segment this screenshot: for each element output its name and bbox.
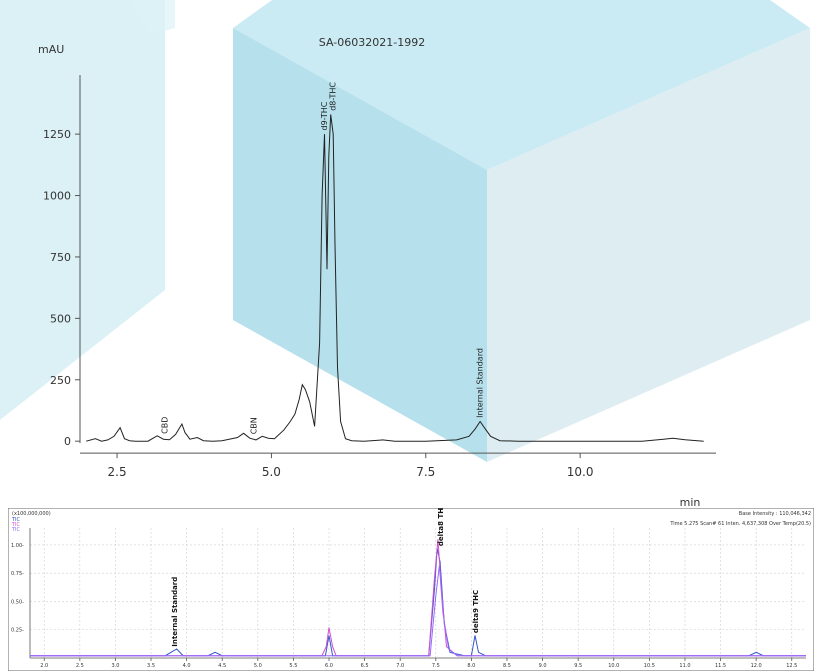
x-tick-label: 12.5 — [786, 663, 797, 669]
peak-label: d8-THC — [329, 82, 338, 111]
y-axis: 0.25- 0.50- 0.75- 1.00- — [11, 528, 31, 658]
scale-label: (x100,000,000) — [12, 511, 51, 517]
y-tick-label: 1000 — [43, 190, 71, 203]
x-axis-label: min — [680, 496, 701, 509]
series-group — [86, 114, 704, 442]
tic-trace — [30, 565, 806, 657]
x-tick-label: 5.5 — [289, 663, 297, 669]
peak-label: CBN — [250, 417, 259, 434]
x-tick-label: 9.0 — [539, 663, 547, 669]
base-intensity: Base Intensity : 110,046,342 — [739, 511, 811, 517]
x-tick-label: 8.0 — [467, 663, 475, 669]
peak-labels: Internal Standard delta8 THC delta9 THC — [171, 508, 480, 647]
x-tick-label: 3.5 — [147, 663, 155, 669]
legend-item: TIC — [11, 522, 21, 528]
y-tick-label: 750 — [50, 251, 71, 264]
series-group — [30, 539, 806, 657]
bg-cube-top-face — [233, 0, 810, 170]
y-tick-label: 0.50- — [11, 599, 24, 605]
x-tick-label: 9.5 — [574, 663, 582, 669]
x-tick-label: 8.5 — [503, 663, 511, 669]
grid — [30, 528, 806, 658]
peak-label: delta8 THC — [437, 508, 445, 546]
legend-item: TIC — [11, 527, 21, 533]
bg-cube-right-face — [487, 28, 810, 462]
x-tick-label: 11.5 — [715, 663, 726, 669]
bg-cube-left-face-2 — [233, 28, 487, 462]
bg-cube-left-top — [130, 0, 175, 35]
x-tick-label: 5.0 — [254, 663, 262, 669]
x-tick-label: 6.5 — [361, 663, 369, 669]
legend-item: TIC — [11, 517, 21, 523]
x-tick-label: 11.0 — [679, 663, 690, 669]
peak-label: Internal Standard — [476, 348, 485, 418]
x-tick-label: 2.0 — [40, 663, 48, 669]
x-tick-label: 2.5 — [76, 663, 84, 669]
y-tick-label: 250 — [50, 374, 71, 387]
peak-label: delta9 THC — [472, 590, 480, 633]
x-tick-label: 7.5 — [432, 663, 440, 669]
x-tick-label: 4.5 — [218, 663, 226, 669]
y-tick-label: 500 — [50, 312, 71, 325]
y-axis: 0 250 500 750 1000 1250 — [43, 75, 81, 448]
x-tick-label: 5.0 — [262, 465, 281, 479]
peak-label: d9-THC — [320, 101, 329, 130]
y-tick-label: 0 — [64, 435, 71, 448]
y-tick-label: 0.25- — [11, 628, 24, 634]
chromatogram-trace — [86, 114, 704, 442]
chart-title: SA-06032021-1992 — [319, 36, 425, 49]
scan-info: Time 5.275 Scan# 61 Inten. 4,637,308 Ove… — [669, 521, 811, 527]
y-tick-label: 1.00- — [11, 543, 24, 549]
bg-cube-left-face — [0, 0, 165, 420]
x-tick-label: 10.0 — [608, 663, 619, 669]
hplc-chromatogram: SA-06032021-1992 mAU min 0 250 500 750 1000 1… — [0, 0, 810, 509]
peak-label: CBD — [161, 417, 170, 434]
x-tick-label: 10.0 — [567, 465, 594, 479]
y-tick-label: 1250 — [43, 128, 71, 141]
x-tick-label: 6.0 — [325, 663, 333, 669]
x-axis: 2.0 2.5 3.0 3.5 4.0 4.5 5.0 5.5 6.0 6.5 7.0 7.5 8.0 8… — [30, 657, 806, 669]
peak-label: Internal Standard — [171, 577, 179, 647]
x-tick-label: 3.0 — [111, 663, 119, 669]
x-tick-label: 4.0 — [183, 663, 191, 669]
x-tick-label: 7.0 — [396, 663, 404, 669]
y-axis-label: mAU — [38, 43, 64, 56]
y-tick-label: 0.75- — [11, 571, 24, 577]
x-axis: 2.5 5.0 7.5 10.0 — [80, 452, 716, 479]
x-tick-label: 10.5 — [644, 663, 655, 669]
x-tick-label: 2.5 — [108, 465, 127, 479]
x-tick-label: 7.5 — [416, 465, 435, 479]
x-tick-label: 12.0 — [751, 663, 762, 669]
plot-frame — [8, 508, 814, 671]
